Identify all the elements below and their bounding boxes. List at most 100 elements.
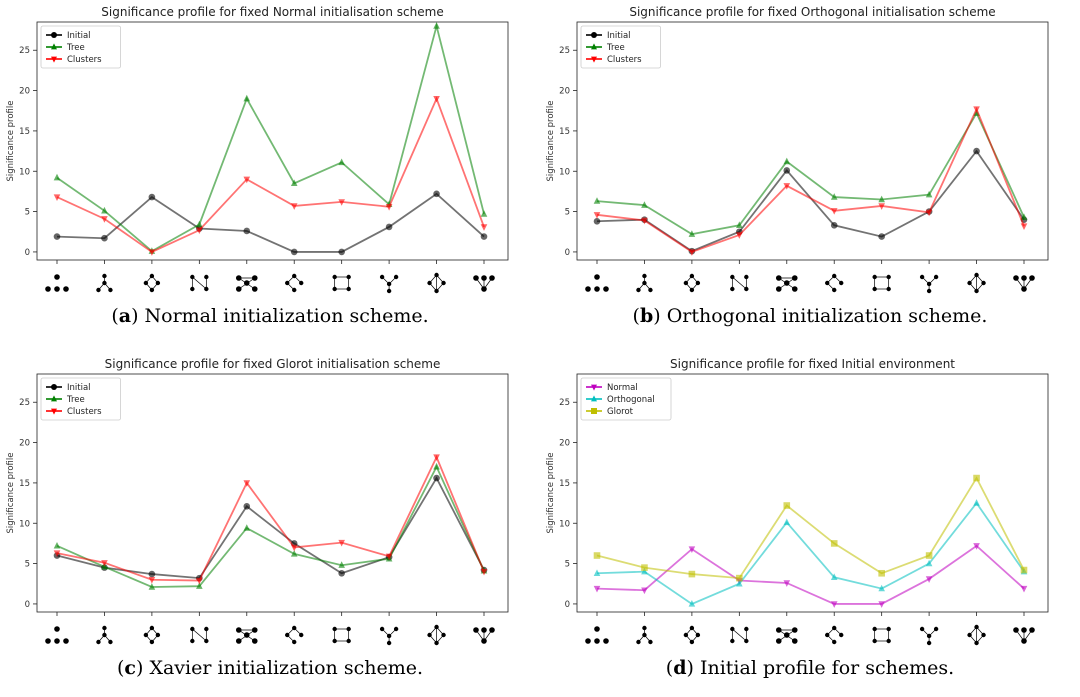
data-point: [641, 587, 648, 595]
data-point: [641, 564, 648, 571]
motif-glyph-5: [235, 627, 258, 644]
y-tick-label: 15: [19, 479, 30, 489]
data-point: [290, 179, 298, 187]
motif-glyph-2: [96, 273, 113, 293]
data-point: [783, 167, 791, 174]
data-point: [593, 569, 601, 576]
motif-glyph-3: [683, 625, 701, 645]
data-point: [433, 95, 440, 103]
data-point: [593, 212, 601, 219]
legend-marker: [591, 395, 597, 402]
data-point: [433, 454, 440, 461]
legend-box: [580, 25, 661, 69]
legend-marker: [51, 384, 57, 390]
data-point: [53, 233, 61, 240]
data-point: [925, 552, 933, 559]
data-point: [878, 203, 885, 210]
panel-d: Significance profile for fixed Initial e…: [540, 352, 1080, 697]
data-point: [688, 230, 696, 237]
y-tick-label: 0: [565, 600, 570, 610]
y-tick-label: 5: [25, 560, 30, 570]
panel-b: Significance profile for fixed Orthogona…: [540, 0, 1080, 345]
data-point: [290, 248, 298, 256]
data-point: [196, 577, 203, 585]
motif-glyph-2: [96, 625, 113, 645]
data-point: [101, 234, 108, 242]
caption-letter: d: [673, 657, 687, 679]
series-line-3: [56, 96, 485, 253]
data-point: [480, 233, 488, 240]
data-point: [243, 524, 251, 531]
chart-title: Significance profile for fixed Glorot in…: [105, 357, 441, 371]
data-point: [783, 580, 791, 587]
panel-a: Significance profile for fixed Normal in…: [0, 0, 540, 345]
y-axis-label: Significance profile: [6, 101, 16, 182]
data-point: [101, 560, 108, 567]
data-point: [433, 462, 440, 470]
caption-letter: a: [118, 305, 132, 327]
motif-glyph-1: [45, 274, 69, 292]
caption-text: Normal initialization scheme.: [138, 305, 429, 327]
chart-d: Significance profile for fixed Initial e…: [546, 357, 1049, 646]
y-tick-label: 25: [19, 398, 30, 408]
motif-glyph-6: [285, 625, 304, 645]
plot-frame: [36, 373, 509, 613]
motif-glyph-5: [775, 627, 798, 644]
y-tick-label: 15: [559, 479, 570, 489]
chart-title: Significance profile for fixed Initial e…: [670, 357, 955, 371]
data-point: [338, 199, 345, 206]
legend-marker: [51, 408, 57, 415]
legend-marker: [51, 56, 57, 63]
data-point: [290, 544, 298, 552]
data-point: [925, 190, 933, 198]
motif-glyph-5: [775, 275, 798, 292]
caption-d: (d) Initial profile for schemes.: [665, 657, 955, 679]
data-point: [1020, 213, 1028, 220]
data-point: [385, 553, 393, 561]
y-tick-label: 0: [25, 600, 30, 610]
y-tick-label: 0: [565, 248, 570, 258]
series-line-1: [596, 149, 1025, 253]
data-point: [878, 569, 885, 577]
data-point: [973, 543, 980, 550]
y-tick-label: 15: [19, 127, 30, 137]
y-axis-label: Significance profile: [546, 453, 556, 534]
y-tick-label: 10: [19, 167, 30, 177]
data-point: [736, 579, 743, 587]
data-point: [830, 601, 838, 608]
y-tick-label: 25: [559, 46, 570, 56]
caption-text: Xavier initialization scheme.: [143, 657, 423, 679]
data-point: [385, 223, 393, 231]
data-point: [878, 195, 885, 203]
series-line-2: [596, 111, 1025, 236]
data-point: [1020, 585, 1028, 593]
data-point: [973, 474, 980, 482]
series-line-3: [596, 106, 1025, 253]
y-tick-label: 5: [25, 208, 30, 218]
y-tick-label: 20: [559, 439, 570, 449]
data-point: [148, 249, 156, 256]
y-tick-label: 15: [559, 127, 570, 137]
motif-glyph-4: [190, 626, 209, 644]
y-axis-label: Significance profile: [546, 101, 556, 182]
data-point: [101, 206, 108, 214]
data-point: [783, 518, 791, 526]
motif-glyph-4: [730, 626, 749, 644]
data-point: [148, 193, 156, 201]
y-tick-label: 5: [565, 208, 570, 218]
y-tick-label: 20: [19, 439, 30, 449]
motif-glyph-4: [190, 274, 209, 292]
data-point: [925, 209, 933, 217]
series-line-1: [596, 544, 1025, 605]
motif-glyph-4: [730, 274, 749, 292]
data-point: [338, 569, 345, 577]
legend-entry: Glorot: [607, 407, 634, 417]
caption-text: Initial profile for schemes.: [693, 657, 955, 679]
data-point: [925, 576, 933, 583]
data-point: [783, 502, 791, 509]
data-point: [688, 546, 696, 553]
series-line-2: [596, 501, 1025, 605]
data-point: [925, 559, 933, 567]
data-point: [433, 22, 440, 29]
chart-title: Significance profile for fixed Orthogona…: [629, 5, 995, 19]
